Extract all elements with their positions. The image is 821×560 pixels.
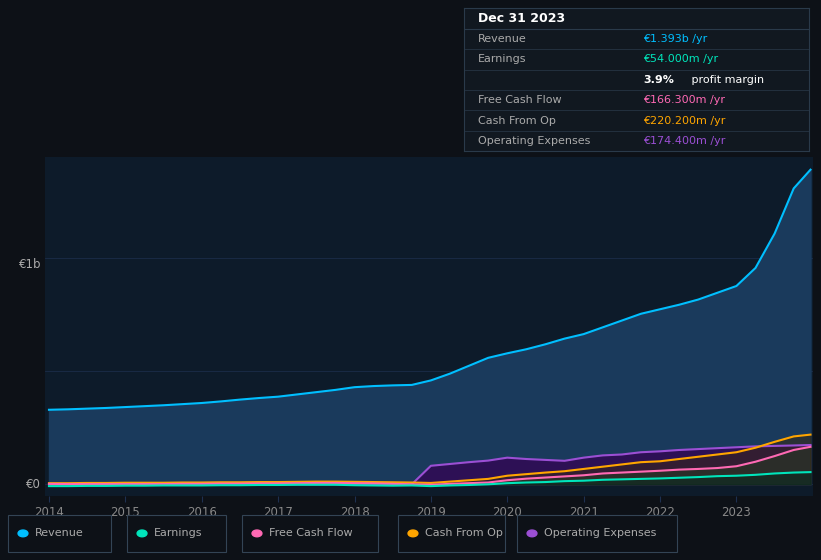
Text: Earnings: Earnings <box>154 529 203 538</box>
Text: Free Cash Flow: Free Cash Flow <box>478 95 562 105</box>
Text: €174.400m /yr: €174.400m /yr <box>643 136 726 146</box>
Text: €220.200m /yr: €220.200m /yr <box>643 115 726 125</box>
Text: Operating Expenses: Operating Expenses <box>478 136 590 146</box>
Text: Dec 31 2023: Dec 31 2023 <box>478 12 565 25</box>
Text: Earnings: Earnings <box>478 54 526 64</box>
Text: Cash From Op: Cash From Op <box>478 115 556 125</box>
Text: Operating Expenses: Operating Expenses <box>544 529 657 538</box>
Text: profit margin: profit margin <box>688 75 764 85</box>
Text: Revenue: Revenue <box>35 529 84 538</box>
Text: Revenue: Revenue <box>478 34 526 44</box>
Text: Cash From Op: Cash From Op <box>425 529 503 538</box>
Text: €166.300m /yr: €166.300m /yr <box>643 95 725 105</box>
Text: Free Cash Flow: Free Cash Flow <box>269 529 353 538</box>
Text: €1b: €1b <box>19 259 41 272</box>
Text: 3.9%: 3.9% <box>643 75 674 85</box>
Text: €54.000m /yr: €54.000m /yr <box>643 54 718 64</box>
Text: €1.393b /yr: €1.393b /yr <box>643 34 708 44</box>
Text: €0: €0 <box>26 478 41 491</box>
